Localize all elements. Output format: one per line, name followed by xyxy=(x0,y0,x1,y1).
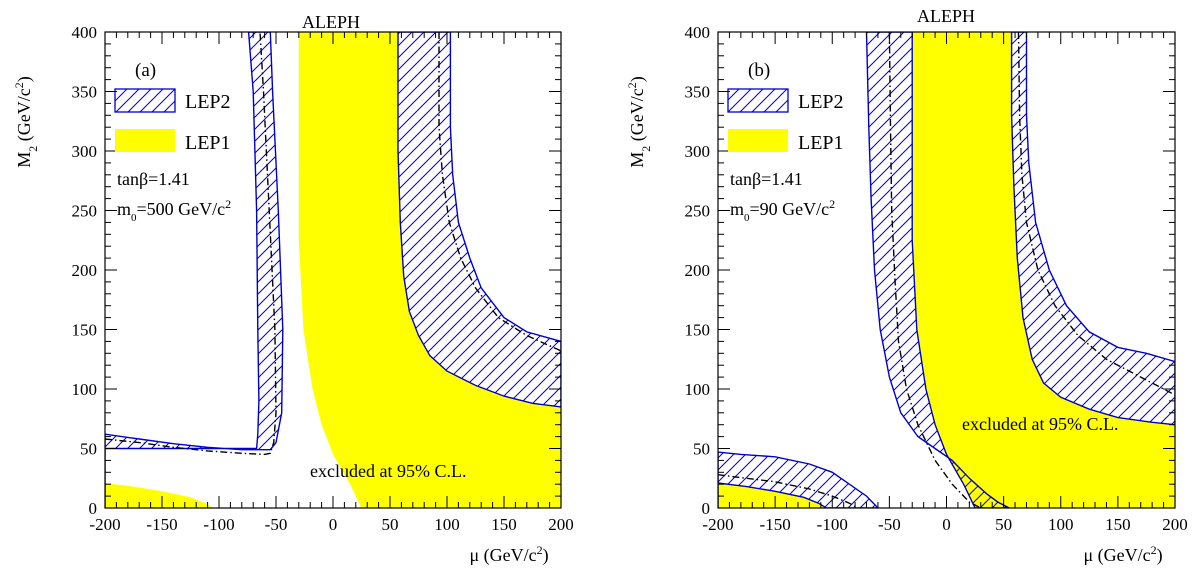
y-tick-label-a: 50 xyxy=(80,440,97,459)
exclusion-annotation-b: excluded at 95% C.L. xyxy=(962,414,1118,434)
x-tick-label-a: 200 xyxy=(548,515,574,534)
y-axis-title-a: M2 (GeV/c2) xyxy=(12,76,40,168)
legend-label-lep2-b: LEP2 xyxy=(798,91,844,113)
x-axis-title-b: μ (GeV/c2) xyxy=(1083,543,1162,566)
x-axis-title-a: μ (GeV/c2) xyxy=(469,543,548,566)
y-tick-label-b: 400 xyxy=(685,23,711,42)
lep1-region-b-0 xyxy=(912,32,1175,508)
x-tick-label-b: 150 xyxy=(1105,515,1131,534)
y-tick-label-b: 250 xyxy=(685,202,711,221)
panel-b: -200 -150 -100 -50 0 50 100 150 200 0 50 100 150 200 2… xyxy=(625,6,1188,566)
axis-ticks-b xyxy=(717,31,1176,509)
x-tick-label-b: 100 xyxy=(1048,515,1074,534)
y-tick-label-b: 300 xyxy=(685,142,711,161)
lep2-region-a-0 xyxy=(105,32,284,508)
x-tick-label-a: 0 xyxy=(329,515,338,534)
legend-b: LEP2 LEP1 xyxy=(727,88,844,154)
panel-label-a: (a) xyxy=(135,60,156,81)
y-tick-label-a: 0 xyxy=(89,499,98,518)
y-tick-label-b: 150 xyxy=(685,321,711,340)
x-tick-label-a: -50 xyxy=(265,515,288,534)
exclusion-annotation-a: excluded at 95% C.L. xyxy=(310,461,466,481)
parameter-text-b-1: m0=90 GeV/c2 xyxy=(730,197,835,224)
lep1-region-a-1 xyxy=(105,483,214,508)
panel-a-plot-area xyxy=(105,32,561,508)
legend-a: LEP2 LEP1 xyxy=(114,88,231,154)
lep2-region-b-2 xyxy=(718,451,879,508)
lep1-region-a-0 xyxy=(298,32,561,508)
y-tick-label-a: 400 xyxy=(72,23,98,42)
expected-limit-curve-b-1 xyxy=(888,32,982,508)
x-tick-label-b: 50 xyxy=(995,515,1012,534)
lep2-region-b-0 xyxy=(865,32,1010,508)
y-tick-label-b: 50 xyxy=(693,440,710,459)
x-tick-label-a: 100 xyxy=(434,515,460,534)
x-tick-label-a: 150 xyxy=(491,515,517,534)
x-tick-label-b: -200 xyxy=(702,515,733,534)
y-tick-label-a: 350 xyxy=(72,83,98,102)
expected-limit-curve-a-0 xyxy=(105,32,277,456)
x-tick-label-b: -100 xyxy=(817,515,848,534)
legend-swatch-lep1-b xyxy=(728,129,788,152)
expected-limit-curve-b-0 xyxy=(718,474,858,508)
x-tick-label-b: 200 xyxy=(1162,515,1188,534)
experiment-label-a: ALEPH xyxy=(302,12,360,32)
y-tick-label-a: 300 xyxy=(72,142,98,161)
panel-b-plot-area xyxy=(718,32,1175,508)
y-tick-label-b: 0 xyxy=(702,499,711,518)
panel-a: -200 -150 -100 -50 0 50 100 150 200 0 50 100 150 200 2… xyxy=(12,12,574,566)
lep2-region-b-1 xyxy=(1010,32,1175,426)
lep1-region-b-1 xyxy=(718,483,827,508)
y-axis-title-b: M2 (GeV/c2) xyxy=(625,76,653,168)
y-tick-label-a: 150 xyxy=(72,321,98,340)
x-tick-label-a: -200 xyxy=(89,515,120,534)
parameter-text-a-1: m0=500 GeV/c2 xyxy=(117,197,231,224)
x-tick-label-b: 0 xyxy=(942,515,951,534)
legend-label-lep1-b: LEP1 xyxy=(798,132,844,154)
x-tick-label-b: -150 xyxy=(760,515,791,534)
y-tick-label-a: 100 xyxy=(72,380,98,399)
legend-swatch-lep2-b xyxy=(727,88,789,113)
parameter-text-a-0: tanβ=1.41 xyxy=(117,169,190,189)
expected-limit-curve-b-2 xyxy=(1017,32,1175,396)
x-tick-label-a: 50 xyxy=(382,515,399,534)
x-tick-label-a: -100 xyxy=(203,515,234,534)
parameter-text-b-0: tanβ=1.41 xyxy=(730,169,803,189)
legend-label-lep2-a: LEP2 xyxy=(185,91,231,113)
x-tick-label-a: -150 xyxy=(146,515,177,534)
x-tick-label-b: -50 xyxy=(878,515,901,534)
y-tick-label-b: 350 xyxy=(685,83,711,102)
expected-limit-curve-a-1 xyxy=(438,32,561,352)
axis-ticks-a xyxy=(104,31,562,509)
y-tick-label-a: 250 xyxy=(72,202,98,221)
panel-label-b: (b) xyxy=(748,60,770,81)
y-tick-label-b: 200 xyxy=(685,261,711,280)
y-tick-label-b: 100 xyxy=(685,380,711,399)
legend-swatch-lep1-a xyxy=(115,129,175,152)
legend-swatch-lep2-a xyxy=(114,88,176,113)
y-tick-label-a: 200 xyxy=(72,261,98,280)
experiment-label-b: ALEPH xyxy=(917,6,975,26)
legend-label-lep1-a: LEP1 xyxy=(185,132,231,154)
